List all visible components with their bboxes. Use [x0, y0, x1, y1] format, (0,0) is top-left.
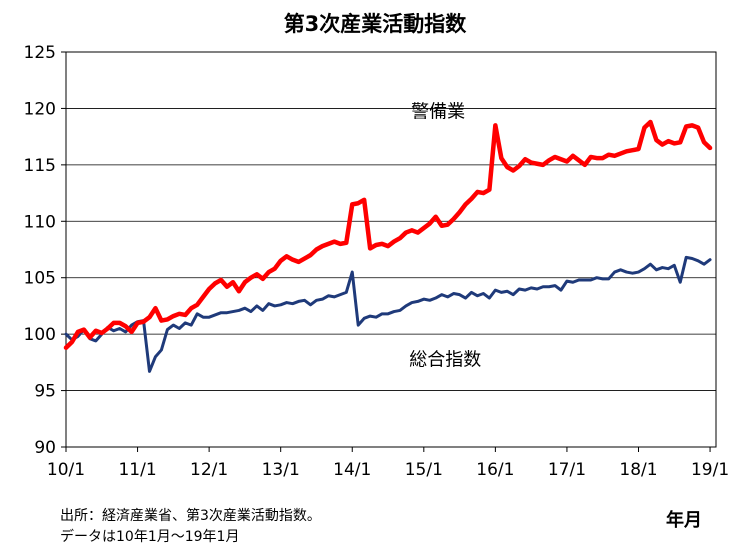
- y-tick-label-95: 95: [34, 382, 56, 402]
- series-line-0: [63, 119, 713, 350]
- y-axis: 90 95 100 105 110 115 120 125: [24, 43, 66, 458]
- x-axis: 10/1 11/1 12/1 13/1 14/1 15/1 16/1 17/1 18/1 19/1: [47, 447, 729, 480]
- x-tick-label-5: 15/1: [405, 460, 443, 480]
- y-tick-label-90: 90: [34, 438, 56, 458]
- chart-title: 第3次産業活動指数: [283, 12, 467, 36]
- y-tick-label-105: 105: [24, 269, 56, 289]
- y-tick-label-120: 120: [24, 99, 56, 119]
- x-tick-label-7: 17/1: [548, 460, 586, 480]
- source-note: 出所：経済産業省、第3次産業活動指数。 データは10年1月～19年1月: [60, 506, 321, 548]
- y-tick-label-125: 125: [24, 43, 56, 63]
- series-line-1: [64, 255, 712, 373]
- series-annotation-1: 総合指数: [409, 350, 481, 371]
- y-tick-label-110: 110: [24, 212, 56, 232]
- x-tick-label-3: 13/1: [262, 460, 300, 480]
- y-tick-label-100: 100: [24, 325, 56, 345]
- data-period-text: データは10年1月～19年1月: [60, 529, 240, 545]
- x-tick-label-1: 11/1: [118, 460, 156, 480]
- x-tick-label-8: 18/1: [619, 460, 657, 480]
- x-tick-label-0: 10/1: [47, 460, 85, 480]
- x-tick-label-2: 12/1: [190, 460, 228, 480]
- plot-border: [65, 51, 717, 448]
- x-tick-label-4: 14/1: [333, 460, 371, 480]
- x-axis-unit-label: 年月: [666, 510, 702, 531]
- plot-frame: [65, 51, 717, 448]
- series-lines: [63, 119, 713, 373]
- y-tick-label-115: 115: [24, 156, 56, 176]
- x-tick-label-6: 16/1: [476, 460, 514, 480]
- series-annotation-0: 警備業: [411, 101, 465, 122]
- grid-lines: [66, 108, 716, 391]
- x-tick-label-9: 19/1: [691, 460, 729, 480]
- source-text: 出所：経済産業省、第3次産業活動指数。: [60, 508, 321, 524]
